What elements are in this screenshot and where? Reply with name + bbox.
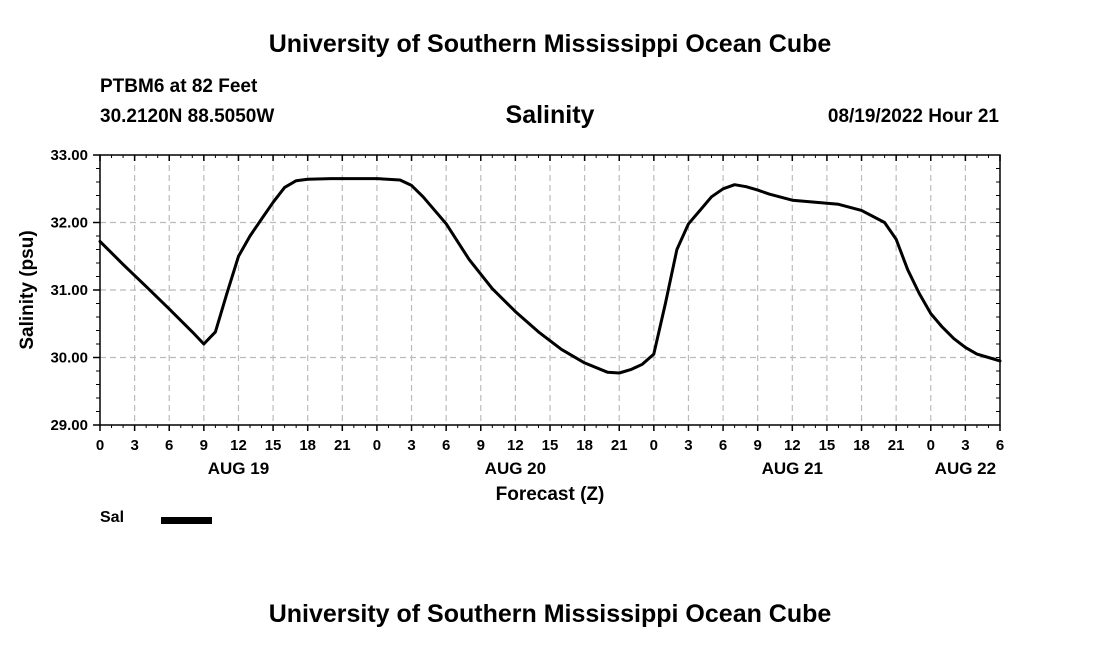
x-tick-label: 9 bbox=[200, 437, 208, 454]
station-label: PTBM6 at 82 Feet bbox=[100, 76, 258, 97]
date-label: AUG 19 bbox=[208, 459, 269, 478]
x-tick-label: 15 bbox=[819, 437, 836, 454]
y-axis-label: Salinity (psu) bbox=[17, 230, 38, 349]
x-tick-label: 15 bbox=[542, 437, 559, 454]
x-tick-label: 3 bbox=[684, 437, 692, 454]
y-tick-label: 30.00 bbox=[50, 350, 88, 367]
x-tick-label: 18 bbox=[576, 437, 593, 454]
x-axis-label: Forecast (Z) bbox=[496, 484, 605, 505]
legend-swatch bbox=[161, 517, 212, 524]
x-tick-label: 21 bbox=[611, 437, 628, 454]
chart-title: Salinity bbox=[505, 101, 595, 129]
x-tick-label: 18 bbox=[853, 437, 870, 454]
coordinates-label: 30.2120N 88.5050W bbox=[100, 106, 275, 127]
x-tick-label: 0 bbox=[96, 437, 104, 454]
x-tick-label: 12 bbox=[784, 437, 801, 454]
date-label: AUG 21 bbox=[762, 459, 823, 478]
x-tick-label: 6 bbox=[719, 437, 727, 454]
chart-grid bbox=[100, 155, 1000, 425]
x-tick-label: 6 bbox=[996, 437, 1004, 454]
x-tick-label: 18 bbox=[299, 437, 316, 454]
chart-labels: 0 3 6 9 12 15 18 21 0 3 6 9 12 15 18 21 0 3 6 9 12 15 18 21 0 3 6 2… bbox=[50, 147, 1004, 478]
x-tick-label: 0 bbox=[927, 437, 935, 454]
y-tick-label: 32.00 bbox=[50, 215, 88, 232]
y-tick-label: 29.00 bbox=[50, 417, 88, 434]
date-label: AUG 22 bbox=[935, 459, 996, 478]
x-tick-label: 12 bbox=[507, 437, 524, 454]
page-title: University of Southern Mississippi Ocean… bbox=[268, 30, 832, 58]
x-tick-label: 0 bbox=[650, 437, 658, 454]
plot-frame bbox=[99, 154, 1001, 426]
x-tick-label: 3 bbox=[407, 437, 415, 454]
x-tick-label: 3 bbox=[130, 437, 138, 454]
forecast-timestamp: 08/19/2022 Hour 21 bbox=[827, 106, 999, 127]
series-line-sal bbox=[98, 177, 1002, 375]
x-tick-label: 3 bbox=[961, 437, 969, 454]
legend-label: Sal bbox=[100, 509, 125, 526]
x-tick-label: 9 bbox=[477, 437, 485, 454]
x-tick-label: 6 bbox=[165, 437, 173, 454]
y-tick-label: 31.00 bbox=[50, 282, 88, 299]
y-tick-label: 33.00 bbox=[50, 147, 88, 164]
x-tick-label: 12 bbox=[230, 437, 247, 454]
x-tick-label: 9 bbox=[754, 437, 762, 454]
x-tick-label: 0 bbox=[373, 437, 381, 454]
x-tick-label: 21 bbox=[334, 437, 351, 454]
x-tick-label: 21 bbox=[888, 437, 905, 454]
x-tick-label: 6 bbox=[442, 437, 450, 454]
x-tick-label: 15 bbox=[265, 437, 282, 454]
chart-ticks bbox=[93, 154, 1001, 431]
footer-title: University of Southern Mississippi Ocean… bbox=[268, 600, 832, 628]
date-label: AUG 20 bbox=[485, 459, 546, 478]
